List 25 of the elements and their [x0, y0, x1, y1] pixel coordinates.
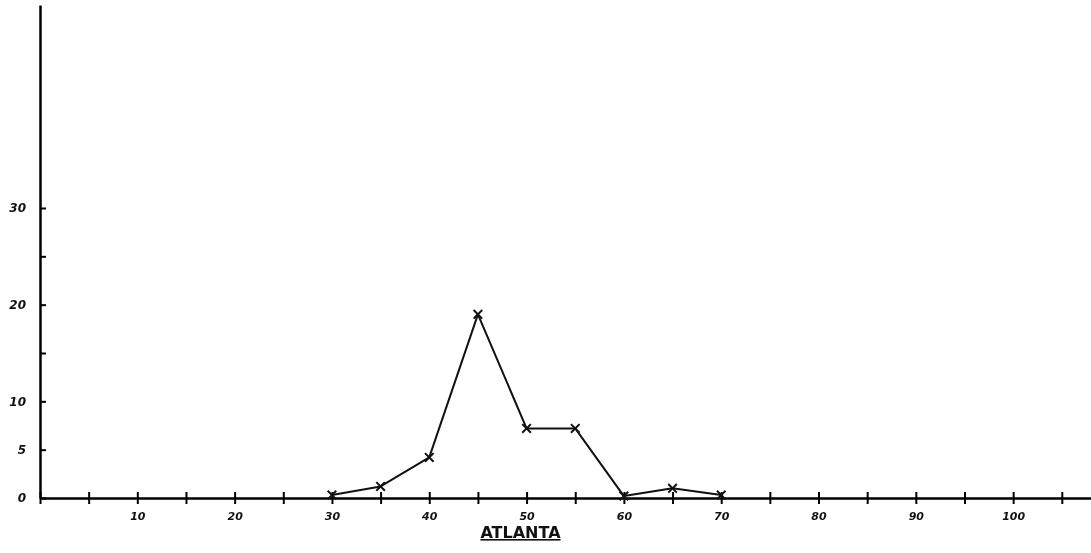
x-tick-label: 50	[519, 509, 536, 523]
y-tick-label: 10	[9, 394, 26, 409]
point	[569, 423, 581, 434]
x-tick-label: 90	[908, 509, 925, 523]
x-tick-label: 30	[324, 509, 341, 523]
point	[375, 481, 386, 492]
x-tick-label: 70	[714, 509, 730, 523]
point	[715, 489, 727, 501]
x-tick-label: 40	[421, 509, 438, 523]
x-tick-label: 20	[227, 509, 244, 523]
x-tick-label: 80	[811, 509, 828, 523]
y-tick-label: 5	[17, 443, 26, 458]
y-tick-label: 20	[9, 298, 26, 313]
point	[618, 490, 630, 502]
point	[472, 309, 484, 320]
x-tick-label: 60	[616, 509, 633, 523]
y-tick-label: 0	[17, 491, 26, 506]
point	[521, 423, 532, 434]
point	[423, 452, 435, 463]
x-tick-label: 100	[1002, 509, 1026, 523]
point	[326, 489, 338, 501]
x-tick-label: 10	[130, 509, 146, 523]
point	[667, 483, 678, 494]
x-axis-title: ATLANTA	[480, 523, 562, 542]
y-tick-label: 30	[9, 201, 26, 216]
